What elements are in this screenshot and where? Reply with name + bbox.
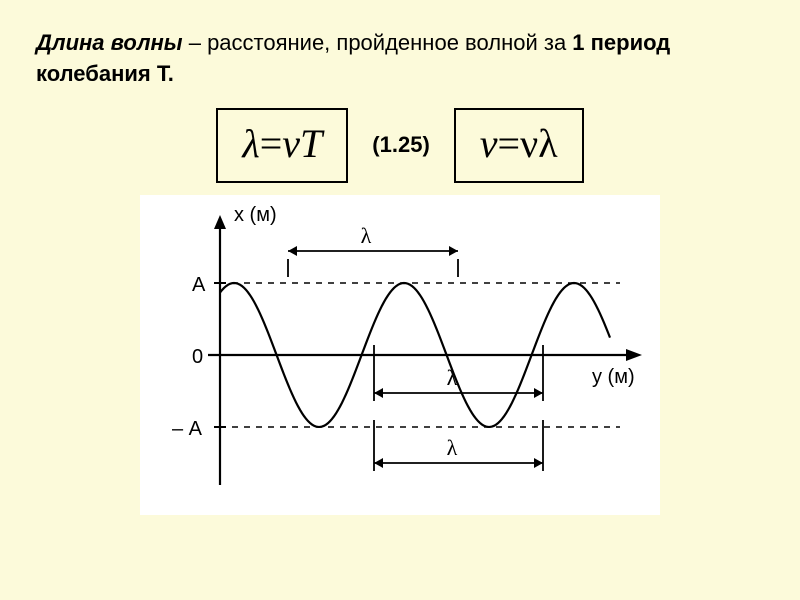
f1-v: v <box>282 120 300 167</box>
svg-text:х (м): х (м) <box>234 204 277 226</box>
dash: – <box>183 30 207 55</box>
f2-lhs: v <box>480 120 498 167</box>
svg-text:λ: λ <box>447 365 458 390</box>
f2-eq: = <box>498 120 521 167</box>
svg-text:А: А <box>192 274 206 296</box>
formulas-row: λ = v T (1.25) v = ν λ <box>0 108 800 183</box>
formula-lambda: λ = v T <box>216 108 348 183</box>
wave-svg: х (м) у (м) 0 А – А λ λ λ <box>140 195 660 515</box>
wave-graph: х (м) у (м) 0 А – А λ λ λ <box>140 195 660 515</box>
f2-lam: λ <box>538 120 557 167</box>
def-text: расстояние, пройденное волной за <box>207 30 572 55</box>
svg-text:λ: λ <box>361 223 372 248</box>
formula-v: v = ν λ <box>454 108 584 183</box>
f1-lhs: λ <box>242 120 259 167</box>
svg-text:у (м): у (м) <box>592 366 635 388</box>
svg-text:λ: λ <box>447 435 458 460</box>
equation-number: (1.25) <box>372 132 429 158</box>
f1-eq: = <box>260 120 283 167</box>
term: Длина волны <box>36 30 183 55</box>
svg-text:– А: – А <box>172 418 203 440</box>
f2-nu: ν <box>520 120 538 167</box>
definition-text: Длина волны – расстояние, пройденное вол… <box>0 0 800 90</box>
svg-text:0: 0 <box>192 346 203 368</box>
f1-T: T <box>300 120 322 167</box>
